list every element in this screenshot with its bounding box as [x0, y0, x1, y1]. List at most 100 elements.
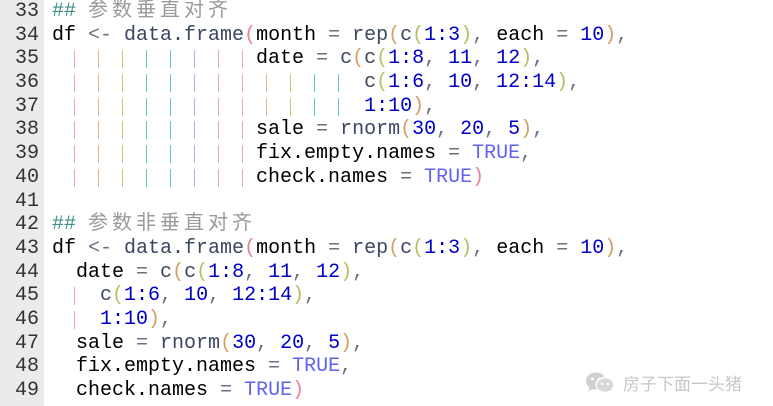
- indent-guide: [98, 168, 99, 187]
- code-line[interactable]: 36 c(1:6, 10, 12:14),: [0, 71, 773, 95]
- indent: [52, 166, 256, 189]
- indent-guide: [146, 168, 148, 187]
- paren: (: [352, 47, 365, 71]
- code-line[interactable]: 41: [0, 190, 773, 214]
- code-line[interactable]: 45 c(1:6, 10, 12:14),: [0, 284, 773, 308]
- indent-guide: [242, 168, 244, 187]
- function-name: data.frame: [124, 23, 245, 47]
- operator: ,: [292, 260, 317, 284]
- code-line[interactable]: 34 df <- data.frame(month = rep(c(1:3), e…: [0, 24, 773, 48]
- number-literal: 11: [448, 47, 473, 71]
- paren: (: [388, 23, 401, 47]
- indent-guide: [218, 121, 220, 140]
- operator: =: [436, 142, 473, 166]
- paren: ): [556, 71, 569, 95]
- indent-guide: [74, 168, 75, 187]
- operator: ,: [520, 142, 533, 166]
- line-number: 42: [14, 213, 39, 237]
- watermark: 房子下面一头猪: [585, 370, 742, 395]
- indent-guide: [170, 121, 172, 140]
- number-literal: 1:6: [388, 71, 425, 95]
- comment-text: 参数非垂直对齐: [88, 213, 257, 237]
- identifier: sale: [76, 331, 125, 355]
- indent: [52, 47, 256, 70]
- code-line[interactable]: 46 1:10),: [0, 308, 773, 332]
- paren: ): [340, 331, 353, 355]
- indent-guide: [242, 74, 244, 93]
- line-number: 45: [14, 284, 39, 308]
- number-literal: 1:10: [100, 307, 149, 331]
- indent-guide: [218, 145, 220, 164]
- identifier: date: [256, 47, 305, 71]
- paren: (: [412, 23, 425, 47]
- number-literal: 5: [508, 118, 521, 142]
- code-line[interactable]: 49 check.names = TRUE): [0, 379, 773, 403]
- code-text: sale = rnorm(30, 20, 5),: [52, 332, 364, 356]
- number-literal: 1:3: [424, 236, 461, 260]
- indent-guide: [122, 121, 123, 140]
- identifier: fix.empty.names: [256, 142, 437, 166]
- operator: ,: [304, 331, 329, 355]
- indent-guide: [242, 97, 244, 116]
- identifier: check.names: [256, 165, 389, 189]
- code-text: 1:10),: [52, 95, 436, 119]
- indent-guide: [74, 50, 75, 69]
- indent-guide: [242, 145, 244, 164]
- paren: (: [376, 47, 389, 71]
- paren: (: [412, 236, 425, 260]
- code-line[interactable]: 38 sale = rnorm(30, 20, 5),: [0, 118, 773, 142]
- code-line[interactable]: 35 date = c(c(1:8, 11, 12),: [0, 47, 773, 71]
- number-literal: 30: [412, 118, 437, 142]
- identifier: df: [52, 23, 77, 47]
- code-line[interactable]: 48 fix.empty.names = TRUE,: [0, 355, 773, 379]
- number-literal: 12:14: [232, 284, 293, 308]
- operator: ,: [472, 236, 497, 260]
- code-line[interactable]: 37 1:10),: [0, 95, 773, 119]
- operator: ,: [160, 284, 185, 308]
- paren: ): [472, 165, 485, 189]
- code-line[interactable]: 42 ## 参数非垂直对齐: [0, 213, 773, 237]
- paren: ): [520, 118, 533, 142]
- function-name: rnorm: [340, 118, 401, 142]
- indent-guide: [290, 74, 292, 93]
- code-line[interactable]: 43 df <- data.frame(month = rep(c(1:3), e…: [0, 237, 773, 261]
- identifier: check.names: [76, 379, 209, 402]
- function-name: rnorm: [160, 331, 221, 355]
- indent: [52, 118, 256, 141]
- function-name: rep: [352, 23, 389, 47]
- operator: =: [316, 236, 353, 260]
- code-text: ## 参数非垂直对齐: [52, 213, 256, 237]
- number-literal: 12: [496, 47, 521, 71]
- code-line[interactable]: 47 sale = rnorm(30, 20, 5),: [0, 332, 773, 356]
- indent: [52, 308, 100, 331]
- indent-guide: [98, 50, 99, 69]
- code-line[interactable]: 44 date = c(c(1:8, 11, 12),: [0, 261, 773, 285]
- code-line[interactable]: 40 check.names = TRUE): [0, 166, 773, 190]
- identifier: sale: [256, 118, 305, 142]
- operator: ,: [208, 284, 233, 308]
- indent-guide: [338, 97, 340, 116]
- number-literal: 10: [580, 23, 605, 47]
- operator: =: [304, 118, 341, 142]
- indent-guide: [170, 74, 172, 93]
- identifier: fix.empty.names: [76, 355, 257, 379]
- indent-guide: [122, 145, 123, 164]
- code-line[interactable]: 33 ## 参数垂直对齐: [0, 0, 773, 24]
- paren: (: [172, 260, 185, 284]
- indent-guide: [74, 97, 75, 116]
- indent-guide: [242, 50, 244, 69]
- indent-guide: [146, 50, 148, 69]
- comment-marker: ##: [52, 0, 89, 23]
- code-text: check.names = TRUE): [52, 166, 484, 190]
- identifier: month: [256, 23, 317, 47]
- indent-guide: [338, 74, 340, 93]
- paren: (: [112, 284, 125, 308]
- code-text: c(1:6, 10, 12:14),: [52, 71, 580, 95]
- paren: (: [376, 71, 389, 95]
- line-number: 38: [14, 118, 39, 142]
- number-literal: 20: [280, 331, 305, 355]
- code-line[interactable]: 39 fix.empty.names = TRUE,: [0, 142, 773, 166]
- indent-guide: [218, 50, 220, 69]
- operator: =: [316, 23, 353, 47]
